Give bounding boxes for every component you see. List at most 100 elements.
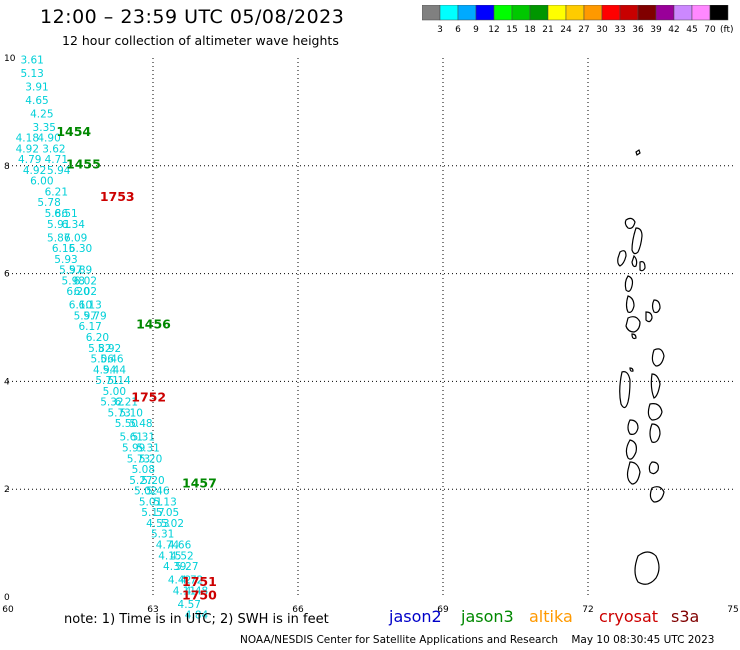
pass-time-label: 1751 xyxy=(182,574,217,589)
wave-height-value: 5.31 xyxy=(151,529,174,541)
wave-height-value: 4.11 xyxy=(173,585,196,597)
wave-height-value: 6.10 xyxy=(69,300,92,312)
wave-height-value: 5.27 xyxy=(129,475,152,487)
wave-height-value: 5.78 xyxy=(37,197,60,209)
island-outline xyxy=(651,348,665,367)
legend-jason3: jason3 xyxy=(461,607,514,626)
wave-height-value: 5.06 xyxy=(91,354,115,366)
pass-time-label: 1752 xyxy=(131,389,166,404)
wave-height-value: 4.79 xyxy=(18,154,41,166)
footer-credit: NOAA/NESDIS Center for Satellite Applica… xyxy=(240,634,714,646)
pass-time-label: 1455 xyxy=(66,156,101,171)
island-outline xyxy=(649,486,665,503)
island-outline xyxy=(649,423,661,443)
wave-height-value: 6.34 xyxy=(62,219,86,231)
wave-height-value: 4.57 xyxy=(178,599,201,611)
wave-height-value: 5.99 xyxy=(122,442,145,454)
wave-height-value: 5.93 xyxy=(54,254,77,266)
wave-height-value: 4.39 xyxy=(163,561,186,573)
wave-height-value: 6.21 xyxy=(45,186,68,198)
island-outline xyxy=(625,295,635,313)
wave-height-value: 5.32 xyxy=(100,397,123,409)
island-outline xyxy=(631,333,637,340)
color-scale-unit: (ft) xyxy=(720,25,734,35)
wave-height-value: 5.20 xyxy=(141,475,164,487)
wave-height-value: 5.02 xyxy=(161,518,184,530)
units-note: note: 1) Time is in UTC; 2) SWH is in fe… xyxy=(64,612,329,627)
pass-time-label: 1456 xyxy=(136,317,171,332)
wave-height-value: 5.79 xyxy=(83,310,106,322)
wave-height-value: 5.01 xyxy=(139,496,162,508)
wave-height-value: 5.89 xyxy=(69,265,92,277)
wave-height-value: 4.53 xyxy=(146,518,169,530)
wave-height-value: 4.71 xyxy=(45,154,68,166)
wave-height-value: 6.20 xyxy=(66,286,89,298)
color-scale-label: 27 xyxy=(578,25,590,35)
wave-height-value: 5.97 xyxy=(59,265,82,277)
wave-height-value: 5.92 xyxy=(98,343,121,355)
wave-height-value: 6.09 xyxy=(64,232,87,244)
axis-tick-labels: 60 63 66 69 72 75 0 2 4 6 8 10 xyxy=(2,54,738,615)
island-outline xyxy=(619,371,631,409)
x-tick-label: 69 xyxy=(437,605,449,615)
color-scale-legend: 3 6 9 12 15 18 21 24 27 30 33 36 39 42 45 70 (ft) xyxy=(421,4,734,35)
wave-height-value: 4.65 xyxy=(25,95,48,107)
wave-height-value: 6.30 xyxy=(69,243,92,255)
color-scale-label: 39 xyxy=(650,25,662,35)
y-tick-label: 10 xyxy=(4,54,16,64)
color-scale-label: 6 xyxy=(455,25,461,35)
island-outline xyxy=(634,551,660,585)
island-outline xyxy=(617,250,627,267)
wave-height-value: 5.98 xyxy=(62,275,85,287)
wave-height-value: 5.91 xyxy=(47,219,70,231)
wave-height-value: 6.15 xyxy=(52,243,75,255)
wave-height-value: 6.00 xyxy=(30,176,53,188)
wave-height-value: 5.71 xyxy=(95,375,118,387)
island-outline xyxy=(650,373,661,399)
color-scale-label: 15 xyxy=(506,25,518,35)
island-outline xyxy=(625,316,641,333)
island-outline xyxy=(639,261,646,272)
wave-height-value: 5.73 xyxy=(127,453,150,465)
wave-height-value: 5.94 xyxy=(47,165,71,177)
wave-height-value: 6.20 xyxy=(86,332,109,344)
color-scale-label: 42 xyxy=(668,25,680,35)
wave-height-value: 4.18 xyxy=(16,133,39,145)
wave-height-value: 4.94 xyxy=(93,364,117,376)
wave-height-value: 5.31 xyxy=(136,442,159,454)
wave-height-value: 5.46 xyxy=(100,354,124,366)
island-outline xyxy=(631,227,643,255)
wave-height-value: 5.14 xyxy=(107,375,131,387)
wave-height-value: 5.31 xyxy=(132,432,155,444)
wave-height-value: 5.13 xyxy=(153,496,176,508)
wave-height-value: 4.25 xyxy=(30,108,53,120)
wave-height-value: 4.90 xyxy=(37,133,60,145)
wave-height-value: 5.48 xyxy=(129,418,152,430)
wave-height-value: 4.15 xyxy=(158,550,181,562)
wave-height-value: 5.50 xyxy=(115,418,138,430)
x-tick-label: 66 xyxy=(292,605,304,615)
legend-s3a: s3a xyxy=(671,607,700,626)
x-tick-label: 63 xyxy=(147,605,158,615)
wave-height-value: 4.48 xyxy=(185,585,208,597)
island-outline xyxy=(625,439,637,460)
x-tick-label: 75 xyxy=(727,605,738,615)
wave-height-value: 5.97 xyxy=(74,310,97,322)
y-tick-label: 2 xyxy=(4,485,10,495)
island-outline xyxy=(629,367,634,372)
wave-height-value: 6.21 xyxy=(115,397,138,409)
wave-height-value: 5.00 xyxy=(103,386,126,398)
wave-height-value: 5.61 xyxy=(120,432,143,444)
wave-height-value: 4.42 xyxy=(168,575,191,587)
legend-jason2: jason2 xyxy=(389,607,442,626)
wave-height-value: 5.13 xyxy=(20,68,43,80)
island-outline xyxy=(648,461,659,475)
island-outline xyxy=(627,419,639,435)
wave-height-value: 4.74 xyxy=(156,539,180,551)
island-outline xyxy=(624,217,636,229)
maldives-coastline xyxy=(617,149,665,585)
wave-height-value: 5.86 xyxy=(45,208,69,220)
